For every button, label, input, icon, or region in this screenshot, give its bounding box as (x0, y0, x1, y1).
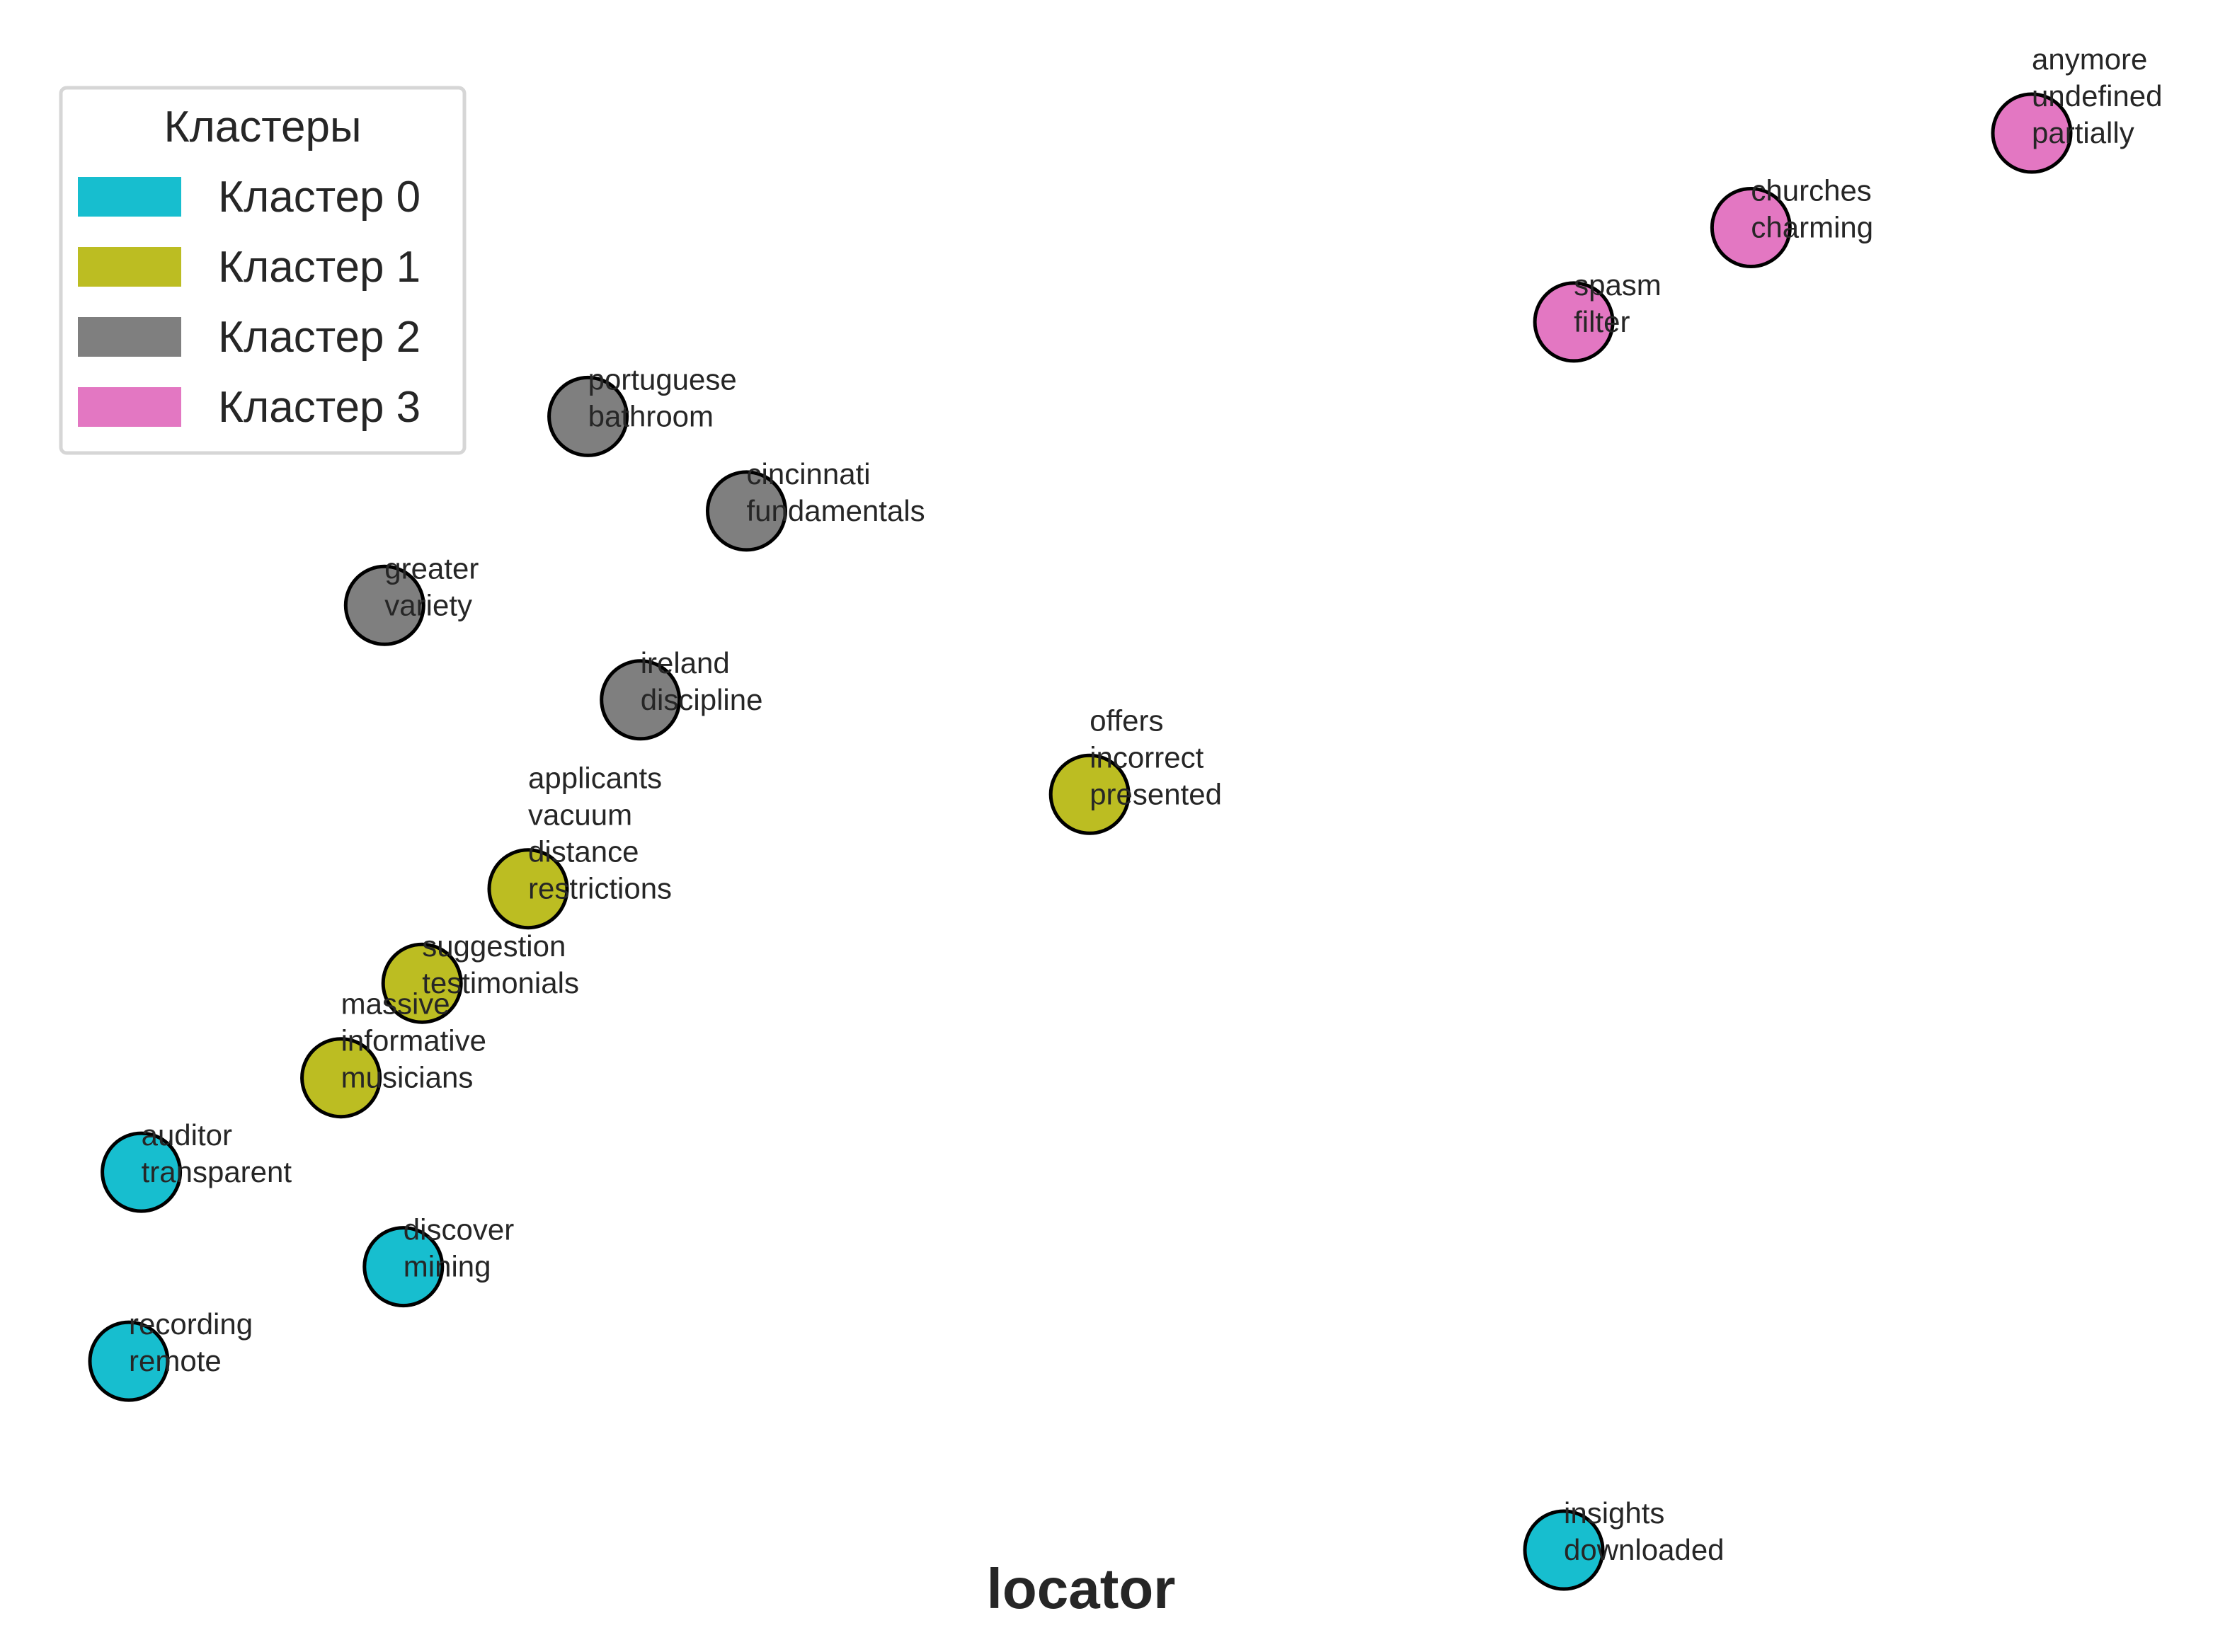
legend-swatch-1 (78, 247, 181, 287)
point-label-line: greater (384, 551, 479, 585)
point-label-line: suggestion (422, 929, 566, 963)
scatter-point (547, 375, 629, 457)
point-label-line: mining (404, 1250, 491, 1283)
legend-entry-0: Кластер 0 (78, 173, 421, 222)
scatter-point (487, 848, 569, 930)
point-label-line: transparent (142, 1155, 292, 1188)
point-label-line: variety (384, 588, 472, 621)
point-label-line: undefined (2032, 79, 2163, 113)
point-label: portuguese bathroom (588, 362, 737, 432)
point-label: offers incorrect presented (1090, 704, 1222, 810)
point-label: auditor transparent (142, 1118, 292, 1188)
point-label: spasm filter (1574, 268, 1662, 338)
legend-label-3: Кластер 3 (218, 383, 421, 432)
point-label: ireland discipline (641, 646, 763, 716)
point-label-line: fundamentals (747, 494, 925, 527)
legend-label-2: Кластер 2 (218, 313, 421, 362)
point-label-line: discipline (641, 683, 763, 716)
point-label: anymore undefined partially (2032, 42, 2163, 149)
point-label-line: spasm (1574, 268, 1662, 302)
point-label-line: filter (1574, 305, 1630, 338)
point-label-line: offers (1090, 704, 1163, 737)
scatter-point (300, 1037, 382, 1119)
point-label-line: incorrect (1090, 740, 1203, 774)
legend-entry-3: Кластер 3 (78, 383, 421, 432)
legend-label-0: Кластер 0 (218, 173, 421, 222)
point-label-line: auditor (142, 1118, 232, 1152)
labels-layer: recording remote auditor transparent discove… (129, 42, 2163, 1566)
point-label-line: distance (528, 835, 639, 868)
point-label: massive informative musicians (341, 987, 486, 1094)
point-label-line: informative (341, 1024, 486, 1057)
legend-title: Кластеры (164, 103, 362, 151)
scatter-point (1533, 281, 1615, 363)
point-label: applicants vacuum distance restrictions (528, 762, 672, 905)
point-label: suggestion testimonials (422, 929, 579, 999)
scatter-point (88, 1320, 170, 1402)
legend-entry-2: Кластер 2 (78, 313, 421, 362)
point-label-line: downloaded (1564, 1533, 1725, 1566)
legend-entry-1: Кластер 1 (78, 243, 421, 292)
point-label-line: musicians (341, 1061, 474, 1094)
point-label-line: insights (1564, 1496, 1664, 1530)
point-label: greater variety (384, 551, 479, 621)
legend: Кластеры Кластер 0 Кластер 1 Кластер 2 К… (59, 86, 467, 455)
point-label-line: bathroom (588, 399, 714, 432)
x-axis-title: locator (987, 1557, 1176, 1620)
point-label-line: partially (2032, 116, 2134, 149)
point-label: recording remote (129, 1307, 253, 1377)
point-label-line: churches (1751, 174, 1871, 207)
point-label-line: restrictions (528, 872, 672, 905)
point-label-line: testimonials (422, 966, 579, 999)
scatter-point (600, 659, 682, 741)
point-label: discover mining (404, 1213, 514, 1283)
scatter-point (1048, 753, 1131, 835)
scatter-point (1523, 1509, 1605, 1591)
scatter-point (706, 470, 787, 552)
scatter-point (381, 942, 463, 1024)
scatter-point (101, 1131, 183, 1213)
point-label-line: recording (129, 1307, 253, 1341)
scatter-point (1710, 187, 1792, 268)
point-label-line: cincinnati (747, 457, 871, 491)
points-layer (88, 92, 2073, 1591)
legend-label-1: Кластер 1 (218, 243, 421, 292)
point-label: cincinnati fundamentals (747, 457, 925, 527)
point-label-line: applicants (528, 762, 662, 795)
legend-swatch-2 (78, 317, 181, 357)
point-label-line: portuguese (588, 362, 737, 396)
legend-swatch-0 (78, 177, 181, 217)
point-label-line: remote (129, 1344, 222, 1377)
point-label-line: presented (1090, 777, 1222, 810)
point-label: churches charming (1751, 174, 1873, 244)
scatter-point (343, 564, 425, 646)
point-label-line: discover (404, 1213, 514, 1246)
point-label-line: ireland (641, 646, 730, 679)
legend-swatch-3 (78, 387, 181, 427)
point-label-line: anymore (2032, 42, 2147, 76)
scatter-point (362, 1226, 445, 1308)
scatter-point (1991, 92, 2073, 174)
point-label-line: charming (1751, 211, 1873, 244)
point-label: insights downloaded (1564, 1496, 1725, 1566)
point-label-line: vacuum (528, 798, 632, 832)
point-label-line: massive (341, 987, 450, 1021)
